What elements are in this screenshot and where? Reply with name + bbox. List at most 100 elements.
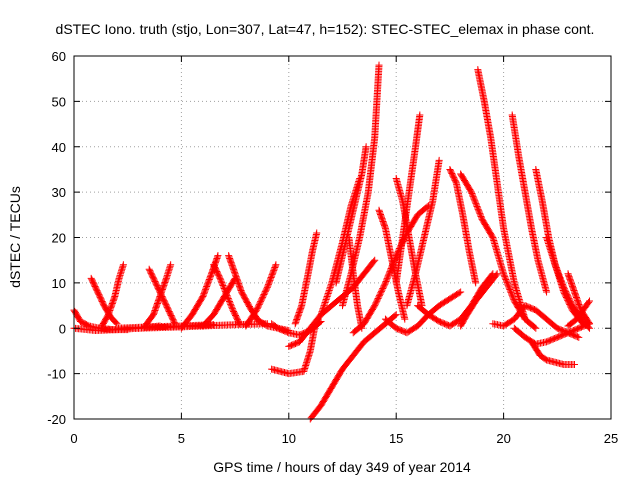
series-37 [528, 338, 578, 369]
data-point [235, 320, 243, 328]
data-point [263, 283, 271, 291]
data-point [476, 211, 484, 219]
data-point [586, 297, 594, 305]
data-point [384, 273, 392, 281]
data-point [271, 264, 279, 272]
data-point [255, 302, 263, 310]
data-point [326, 285, 334, 293]
series-4 [98, 261, 127, 330]
data-point [256, 299, 264, 307]
data-point [416, 111, 424, 119]
data-point [271, 262, 279, 270]
data-point [508, 291, 516, 299]
data-point [206, 274, 214, 282]
data-point [253, 305, 261, 313]
data-point [558, 278, 566, 286]
data-point [423, 203, 431, 211]
chart-title: dSTEC Iono. truth (stjo, Lon=307, Lat=47… [56, 21, 595, 37]
series-23 [339, 61, 383, 310]
axis-ticks: 0 5 10 15 20 25 -20 -10 0 10 20 30 40 50 60 [47, 49, 618, 446]
x-tick-label: 25 [604, 431, 618, 446]
data-point [202, 285, 210, 293]
data-point [470, 195, 478, 203]
data-point [317, 311, 325, 319]
data-point [254, 303, 262, 311]
y-tick-label: -20 [47, 412, 66, 427]
series-7 [141, 261, 175, 330]
data-point [557, 276, 565, 284]
data-point [283, 328, 291, 336]
data-point [227, 300, 235, 308]
data-point [259, 292, 267, 300]
y-tick-label: 10 [52, 276, 66, 291]
data-point [265, 278, 273, 286]
data-point [319, 305, 327, 313]
data-point [268, 271, 276, 279]
data-point [324, 289, 332, 297]
data-point [257, 298, 265, 306]
data-point [327, 282, 335, 290]
data-point [218, 280, 226, 288]
data-point [474, 205, 482, 213]
data-point [318, 308, 326, 316]
data-point [531, 323, 539, 331]
data-marks [70, 61, 594, 423]
data-point [374, 294, 382, 302]
data-point [554, 269, 562, 277]
data-point [321, 299, 329, 307]
data-point [543, 288, 551, 296]
data-point [505, 284, 513, 292]
y-tick-label: 60 [52, 49, 66, 64]
series-19 [306, 311, 400, 423]
data-point [371, 256, 379, 264]
data-point [381, 279, 389, 287]
data-point [320, 303, 328, 311]
data-point [313, 229, 321, 237]
data-point [380, 282, 388, 290]
data-point [506, 287, 514, 295]
data-point [452, 178, 460, 186]
data-point [255, 300, 263, 308]
data-point [552, 264, 560, 272]
y-tick-label: -10 [47, 367, 66, 382]
data-point [325, 288, 333, 296]
data-point [573, 333, 581, 341]
data-point [559, 281, 567, 289]
data-point [382, 277, 390, 285]
data-point [225, 296, 233, 304]
data-point [323, 292, 331, 300]
series-18 [291, 229, 321, 328]
data-point [270, 266, 278, 274]
data-point [554, 268, 562, 276]
data-point [262, 286, 270, 294]
data-point [375, 293, 383, 301]
data-point [270, 265, 278, 273]
data-point [376, 290, 384, 298]
data-point [322, 296, 330, 304]
data-point [227, 302, 235, 310]
data-point [379, 283, 387, 291]
data-point [575, 333, 583, 341]
data-point [532, 324, 540, 332]
data-point [477, 212, 485, 220]
data-point [500, 271, 508, 279]
data-point [373, 296, 381, 304]
data-point [392, 311, 400, 319]
data-point [262, 321, 270, 329]
data-point [167, 261, 175, 269]
data-point [320, 302, 328, 310]
data-point [324, 291, 332, 299]
data-point [556, 273, 564, 281]
data-point [381, 280, 389, 288]
data-point [385, 269, 393, 277]
data-point [553, 266, 561, 274]
data-point [214, 252, 222, 260]
data-point [200, 290, 208, 298]
data-point [467, 188, 475, 196]
data-point [373, 297, 381, 305]
data-point [205, 277, 213, 285]
data-point [375, 292, 383, 300]
data-point [203, 283, 211, 291]
data-point [455, 289, 463, 297]
data-point [552, 262, 560, 270]
